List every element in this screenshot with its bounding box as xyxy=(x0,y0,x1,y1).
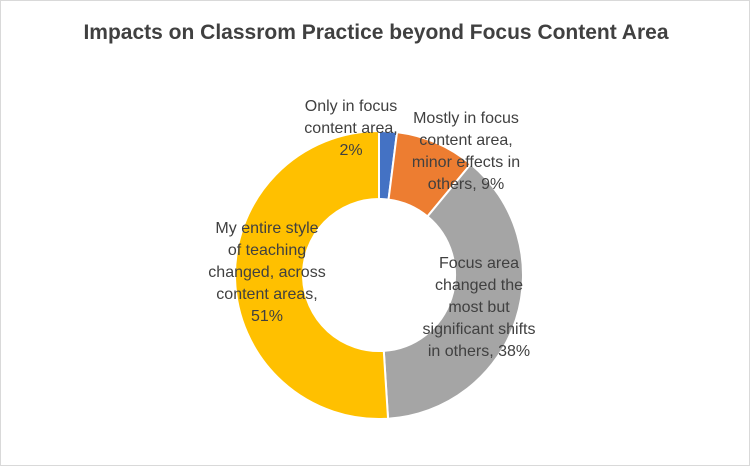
slices-layer xyxy=(234,129,524,420)
slice-label-4-line-4: content areas, xyxy=(216,286,317,303)
slice-label-1-line-2: content area, xyxy=(304,120,397,137)
slice-label-3-line-2: changed the xyxy=(435,277,523,294)
slice-label-1-line-1: Only in focus xyxy=(305,98,397,115)
slice-label-2-line-2: content area, xyxy=(419,132,512,149)
slice-label-2-line-1: Mostly in focus xyxy=(413,110,519,127)
slice-label-4-line-5: 51% xyxy=(251,308,283,325)
slice-label-3-line-3: most but xyxy=(448,299,510,316)
slice-label-2: Mostly in focus content area, minor effect… xyxy=(412,110,520,193)
slice-label-3-line-4: significant shifts xyxy=(423,321,536,338)
slice-label-1-line-3: 2% xyxy=(339,142,362,159)
slice-label-4-line-1: My entire style xyxy=(215,220,318,237)
slice-label-2-line-4: others, 9% xyxy=(428,176,504,193)
slice-label-2-line-3: minor effects in xyxy=(412,154,520,171)
slice-label-3-line-1: Focus area xyxy=(439,255,519,272)
slice-label-4: My entire style of teaching changed, acros… xyxy=(208,220,325,325)
donut-slice-4 xyxy=(234,129,390,420)
slice-label-1: Only in focus content area, 2% xyxy=(304,98,397,159)
chart-title: Impacts on Classrom Practice beyond Focu… xyxy=(83,21,669,44)
labels-layer: Only in focus content area, 2% Mostly in fo… xyxy=(208,98,535,360)
slice-label-4-line-2: of teaching xyxy=(228,242,306,259)
donut-slice-3 xyxy=(382,162,524,420)
slice-label-3: Focus area changed the most but significant… xyxy=(423,255,536,360)
slice-label-3-line-5: in others, 38% xyxy=(428,343,530,360)
slice-label-4-line-3: changed, across xyxy=(208,264,325,281)
